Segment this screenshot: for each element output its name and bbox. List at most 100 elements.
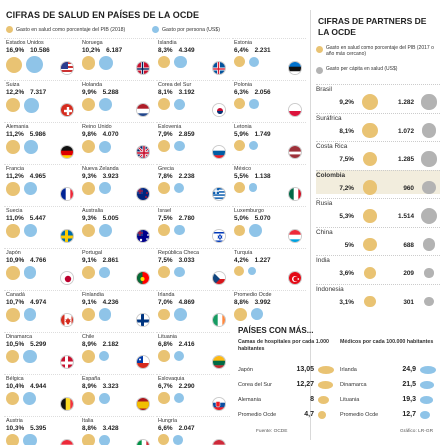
country-values: 8,1% 3.192 xyxy=(158,89,195,96)
value-circles xyxy=(6,350,37,364)
pct-value: 10,2% xyxy=(82,47,101,54)
value-circles xyxy=(6,266,37,280)
pct-circle xyxy=(158,56,171,69)
pct-circle xyxy=(158,98,171,111)
camas-bubble xyxy=(318,380,334,389)
flag-at-icon xyxy=(60,439,74,445)
partner-pct-circle xyxy=(364,267,376,279)
country-values: 7,8% 2.238 xyxy=(158,173,195,180)
country-values: 9,1% 2.861 xyxy=(82,257,119,264)
medicos-name: Promedio Ocde xyxy=(340,411,379,418)
camas-row: Japón 13,05 xyxy=(238,364,334,375)
usd-value: 3.923 xyxy=(102,173,119,180)
country-cell: Finlandia 9,1% 4.236 xyxy=(80,290,154,332)
country-name: Dinamarca xyxy=(6,334,33,340)
medicos-bubble xyxy=(420,410,431,419)
country-cell: México 5,5% 1.138 xyxy=(232,164,306,206)
usd-circle xyxy=(23,266,37,280)
value-circles xyxy=(82,182,111,195)
partner-usd-circle xyxy=(421,208,437,224)
usd-circle xyxy=(99,140,112,153)
country-values: 16,9% 10.586 xyxy=(6,47,50,54)
usd-circle xyxy=(247,266,257,276)
value-circles xyxy=(158,98,186,111)
country-values: 8,8% 3.428 xyxy=(82,425,119,432)
value-circles xyxy=(6,434,37,445)
country-values: 9,3% 5.005 xyxy=(82,215,119,222)
camas-heading: Camas de hospitales por cada 1.000 habit… xyxy=(238,339,329,352)
partner-pct: 5% xyxy=(344,241,354,249)
usd-value: 3.323 xyxy=(102,383,119,390)
medicos-bubble xyxy=(420,365,436,374)
country-name: Portugal xyxy=(82,250,103,256)
value-circles xyxy=(234,224,262,237)
country-values: 11,0% 5.447 xyxy=(6,215,46,222)
country-name: Corea del Sur xyxy=(158,82,192,88)
partner-usd: 1.282 xyxy=(398,99,414,106)
pct-circle xyxy=(158,350,170,362)
value-circles xyxy=(82,308,112,321)
value-circles xyxy=(82,434,111,445)
country-name: Nueva Zelanda xyxy=(82,166,119,172)
usd-circle xyxy=(248,224,262,237)
flag-fi-icon xyxy=(136,313,150,327)
partner-pct: 3,1% xyxy=(339,298,354,306)
partner-pct: 5,3% xyxy=(339,213,354,220)
value-circles xyxy=(6,182,37,196)
country-name: Lituania xyxy=(158,334,177,340)
camas-value: 13,05 xyxy=(296,366,314,373)
usd-value: 4.944 xyxy=(30,383,47,390)
usd-value: 3.992 xyxy=(254,299,271,306)
country-cell: Austria 10,3% 5.395 xyxy=(4,416,78,445)
country-values: 7,5% 3.033 xyxy=(158,257,195,264)
country-values: 7,9% 2.859 xyxy=(158,131,195,138)
country-name: Irlanda xyxy=(158,292,175,298)
country-cell: Alemania 11,2% 5.986 xyxy=(4,122,78,164)
country-name: Luxemburgo xyxy=(234,208,264,214)
pct-circle xyxy=(82,182,95,195)
value-circles xyxy=(158,140,185,153)
pct-circle xyxy=(234,98,246,110)
medicos-value: 21,5 xyxy=(402,381,416,388)
partner-pct: 9,2% xyxy=(339,99,354,106)
usd-circle xyxy=(23,392,37,406)
flag-lu-icon xyxy=(288,229,302,243)
usd-value: 4.965 xyxy=(29,173,46,180)
country-values: 5,9% 1.749 xyxy=(234,131,271,138)
country-name: Chile xyxy=(82,334,95,340)
right-legend-grey: Gasto per cápita en salud (US$) xyxy=(316,66,441,74)
partner-pct-circle xyxy=(362,151,378,167)
legend-blue-label: Gasto por persona (US$) xyxy=(162,26,220,33)
flag-au-icon xyxy=(136,229,150,243)
pct-value: 9,8% xyxy=(82,131,97,138)
partner-row: Indonesia 3,1% 301 xyxy=(316,283,440,308)
flag-de-icon xyxy=(60,145,74,159)
pct-circle xyxy=(6,392,20,406)
pct-value: 16,9% xyxy=(6,47,25,54)
country-name: Japón xyxy=(6,250,21,256)
partner-row: Brasil 9,2% 1.282 xyxy=(316,84,440,110)
partner-row: Colombia 7,2% 960 xyxy=(316,169,440,195)
flag-nz-icon xyxy=(136,187,150,201)
country-cell: Dinamarca 10,5% 5.299 xyxy=(4,332,78,374)
country-values: 5,5% 1.138 xyxy=(234,173,271,180)
usd-circle xyxy=(173,308,187,321)
partner-name: India xyxy=(316,257,330,264)
camas-value: 8 xyxy=(310,396,314,403)
value-circles xyxy=(234,266,257,276)
country-name: Bélgica xyxy=(6,376,24,382)
usd-circle xyxy=(23,308,37,322)
pct-value: 11,2% xyxy=(6,131,24,138)
partner-usd: 209 xyxy=(403,270,414,277)
value-circles xyxy=(234,98,260,110)
country-values: 7,5% 2.780 xyxy=(158,215,195,222)
usd-value: 4.070 xyxy=(102,131,119,138)
usd-circle xyxy=(249,140,259,151)
pct-value: 6,4% xyxy=(234,47,249,54)
usd-value: 5.447 xyxy=(29,215,46,222)
usd-circle xyxy=(248,183,258,192)
pct-value: 9,3% xyxy=(82,173,97,180)
flag-uk-icon xyxy=(136,145,150,159)
country-name: Polonia xyxy=(234,82,252,88)
gold-dot-icon xyxy=(6,26,13,33)
